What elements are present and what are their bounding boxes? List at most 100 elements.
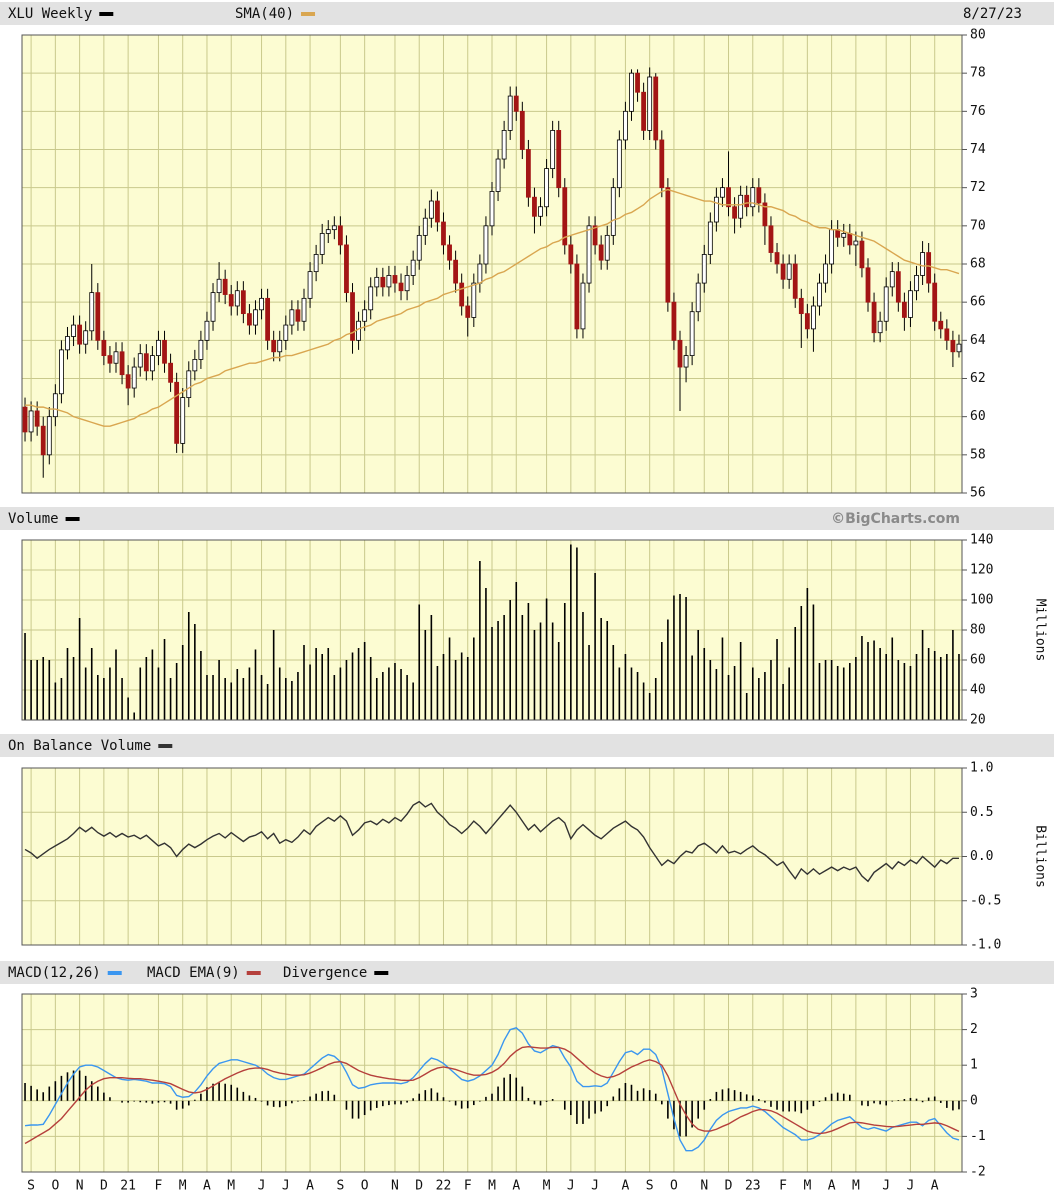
x-tick-label: M — [803, 1179, 811, 1194]
bar — [952, 1100, 954, 1111]
candle-body — [956, 343, 962, 353]
candle-body — [798, 297, 804, 315]
bar — [218, 1081, 220, 1101]
candle-body — [131, 366, 137, 389]
bar — [533, 1100, 536, 1105]
candle-body — [398, 282, 404, 292]
bar — [497, 1086, 499, 1101]
candle-body — [901, 301, 907, 318]
bar — [181, 645, 184, 720]
candle-body — [137, 353, 143, 368]
candle-body — [683, 355, 689, 368]
bar — [491, 627, 493, 720]
bar — [260, 1100, 263, 1102]
candle-body — [574, 263, 580, 330]
y-tick-label: 0.5 — [970, 805, 993, 820]
bar — [418, 1093, 421, 1101]
candle-body — [344, 244, 349, 294]
bar — [406, 1100, 408, 1103]
candle-body — [143, 353, 149, 372]
candle-body — [877, 320, 883, 334]
bar — [236, 1087, 239, 1101]
bar — [266, 1100, 269, 1106]
candle-body — [77, 324, 83, 345]
y-tick-label: 64 — [970, 333, 986, 348]
candle-body — [265, 297, 271, 341]
candle-body — [271, 339, 277, 353]
bar — [200, 651, 202, 720]
candle-body — [471, 282, 477, 318]
bar — [618, 1088, 621, 1101]
bar — [212, 675, 214, 720]
candle-body — [325, 229, 331, 234]
candle-body — [259, 297, 264, 311]
bar — [764, 672, 766, 720]
y-tick-label: -2 — [970, 1165, 986, 1180]
y-tick-label: -1 — [970, 1129, 986, 1144]
candle-body — [483, 225, 489, 265]
bar — [400, 669, 402, 720]
bar — [66, 1072, 69, 1101]
bar — [491, 1093, 493, 1101]
x-tick-label: M — [488, 1179, 496, 1194]
bar — [927, 648, 930, 720]
bar — [679, 1100, 681, 1137]
bar — [939, 1100, 942, 1103]
bar — [309, 664, 311, 720]
bar — [576, 1100, 578, 1124]
bar — [121, 1100, 123, 1103]
bar — [533, 630, 536, 720]
candle-body — [817, 282, 822, 307]
bar — [539, 1100, 542, 1106]
candle-body — [562, 187, 568, 246]
candle-body — [392, 275, 398, 284]
candle-body — [34, 410, 40, 427]
bar — [654, 1093, 657, 1101]
bar — [285, 1100, 287, 1107]
bar — [278, 667, 281, 720]
bar — [824, 660, 827, 720]
candle-body — [586, 225, 592, 284]
bar — [842, 667, 845, 720]
bar — [127, 697, 129, 720]
candle-body — [847, 233, 853, 246]
marks-back — [24, 544, 960, 720]
bar — [891, 637, 894, 720]
bar — [745, 1094, 748, 1101]
candle-body — [647, 76, 653, 131]
bar — [624, 654, 627, 720]
candle-body — [107, 355, 113, 364]
bar — [333, 675, 336, 720]
bar — [90, 1081, 93, 1101]
bar — [958, 1100, 960, 1110]
bar — [127, 1100, 129, 1103]
bar — [109, 1097, 111, 1101]
bar — [770, 1100, 772, 1107]
bar — [861, 1100, 863, 1106]
candle-body — [186, 370, 192, 398]
bar — [563, 603, 566, 720]
x-tick-label: 22 — [436, 1179, 452, 1194]
bar — [551, 1099, 554, 1101]
bar — [818, 663, 821, 720]
candle-body — [653, 76, 659, 141]
bar — [460, 1100, 463, 1109]
bar — [800, 1100, 803, 1114]
bar — [394, 663, 396, 720]
candle-body — [823, 263, 828, 284]
bar — [466, 657, 469, 720]
bar — [527, 1097, 530, 1101]
bar — [90, 648, 93, 720]
candle-body — [477, 263, 483, 284]
bar — [42, 657, 45, 720]
candle-body — [665, 187, 671, 303]
candle-body — [149, 355, 155, 372]
bar — [806, 588, 809, 720]
candle-body — [453, 259, 459, 284]
bar — [175, 1100, 178, 1110]
candle-body — [253, 309, 258, 326]
candle-body — [380, 276, 386, 288]
candle-body — [459, 282, 465, 307]
bar — [939, 657, 942, 720]
x-tick-label: 23 — [745, 1179, 761, 1194]
